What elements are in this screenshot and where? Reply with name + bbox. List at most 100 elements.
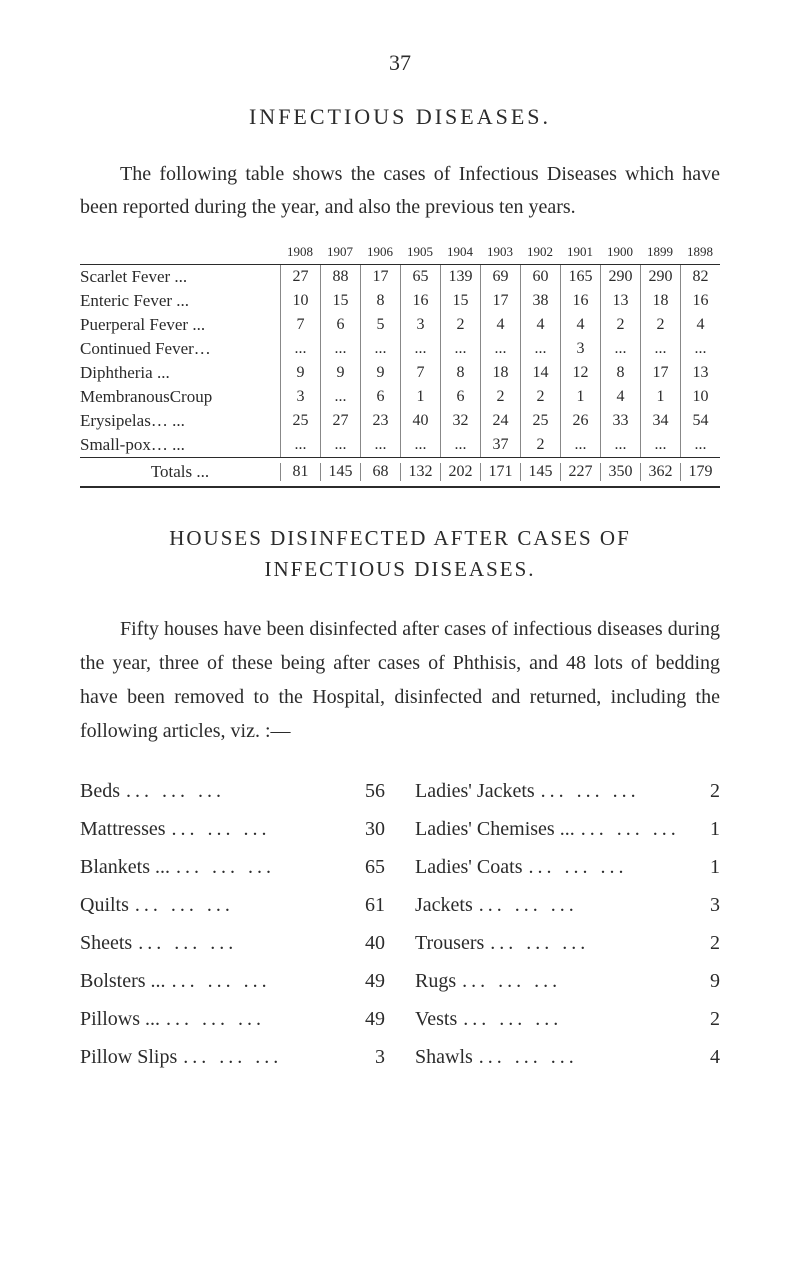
dots-filler: ... ... ... [535,772,682,810]
totals-cell: 145 [320,463,360,481]
article-count: 3 [682,886,720,924]
year-header-cell: 1902 [520,244,560,260]
data-cell: 7 [280,313,320,337]
article-item: Trousers... ... ...2 [415,924,720,962]
year-header-cell: 1907 [320,244,360,260]
data-cell: 27 [280,265,320,289]
data-cell: ... [280,337,320,361]
article-count: 2 [682,924,720,962]
totals-cell: 227 [560,463,600,481]
article-label: Rugs [415,962,456,1000]
totals-cell: 81 [280,463,320,481]
intro-paragraph: The following table shows the cases of I… [80,158,720,224]
data-cell: 16 [680,289,720,313]
article-count: 9 [682,962,720,1000]
data-cell: 25 [520,409,560,433]
data-cell: 23 [360,409,400,433]
data-cell: 17 [360,265,400,289]
article-item: Quilts... ... ...61 [80,886,385,924]
dots-filler: ... ... ... [575,810,682,848]
article-label: Jackets [415,886,473,924]
table-row: Erysipelas… ...2527234032242526333454 [80,409,720,433]
year-header-cell: 1899 [640,244,680,260]
data-cell: ... [440,433,480,457]
data-cell: 10 [680,385,720,409]
table-header-row: 1908190719061905190419031902190119001899… [80,244,720,265]
article-count: 4 [682,1038,720,1076]
data-cell: 9 [360,361,400,385]
totals-cell: 171 [480,463,520,481]
data-cell: 4 [520,313,560,337]
table-row: Enteric Fever ...101581615173816131816 [80,289,720,313]
article-count: 2 [682,772,720,810]
article-label: Shawls [415,1038,473,1076]
data-cell: ... [400,433,440,457]
dots-filler: ... ... ... [457,1000,682,1038]
totals-label: Totals ... [80,462,280,482]
article-label: Ladies' Coats [415,848,522,886]
data-cell: 1 [400,385,440,409]
data-cell: 290 [600,265,640,289]
data-cell: 165 [560,265,600,289]
data-cell: ... [600,337,640,361]
data-cell: 65 [400,265,440,289]
data-cell: 6 [320,313,360,337]
totals-cell: 132 [400,463,440,481]
row-label: Continued Fever… [80,339,280,359]
data-cell: 2 [600,313,640,337]
data-cell: 2 [640,313,680,337]
data-cell: ... [680,433,720,457]
diseases-table: 1908190719061905190419031902190119001899… [80,244,720,488]
article-label: Beds [80,772,120,810]
data-cell: ... [320,385,360,409]
data-cell: 34 [640,409,680,433]
data-cell: 3 [400,313,440,337]
subsection-title-line1: HOUSES DISINFECTED AFTER CASES OF [80,526,720,551]
data-cell: 9 [280,361,320,385]
data-cell: ... [440,337,480,361]
subsection-title-line2: INFECTIOUS DISEASES. [80,557,720,582]
dots-filler: ... ... ... [177,1038,347,1076]
dots-filler: ... ... ... [522,848,682,886]
data-cell: 2 [440,313,480,337]
article-label: Pillow Slips [80,1038,177,1076]
data-cell: 26 [560,409,600,433]
table-body: Scarlet Fever ...27881765139696016529029… [80,265,720,458]
dots-filler: ... ... ... [473,886,682,924]
section-title: INFECTIOUS DISEASES. [80,104,720,130]
article-count: 49 [347,1000,385,1038]
article-label: Pillows ... [80,1000,160,1038]
table-row: MembranousCroup3...6162214110 [80,385,720,409]
year-header-cell: 1901 [560,244,600,260]
data-cell: 4 [680,313,720,337]
dots-filler: ... ... ... [166,962,347,1000]
totals-cell: 350 [600,463,640,481]
page-number: 37 [80,50,720,76]
table-row: Puerperal Fever ...76532444224 [80,313,720,337]
data-cell: 16 [560,289,600,313]
article-item: Pillows ...... ... ...49 [80,1000,385,1038]
data-cell: 4 [480,313,520,337]
row-label: Scarlet Fever ... [80,267,280,287]
table-row: Scarlet Fever ...27881765139696016529029… [80,265,720,289]
data-cell: 6 [360,385,400,409]
body-paragraph: Fifty houses have been disinfected after… [80,612,720,748]
data-cell: 12 [560,361,600,385]
article-label: Vests [415,1000,457,1038]
article-count: 3 [347,1038,385,1076]
article-count: 30 [347,810,385,848]
article-item: Jackets... ... ...3 [415,886,720,924]
year-header-cell: 1906 [360,244,400,260]
article-item: Mattresses... ... ...30 [80,810,385,848]
article-item: Blankets ...... ... ...65 [80,848,385,886]
article-item: Ladies' Jackets... ... ...2 [415,772,720,810]
dots-filler: ... ... ... [166,810,347,848]
dots-filler: ... ... ... [473,1038,682,1076]
table-row: Small-pox… ..................372........… [80,433,720,457]
row-label: Enteric Fever ... [80,291,280,311]
dots-filler: ... ... ... [456,962,682,1000]
data-cell: 7 [400,361,440,385]
data-cell: ... [360,337,400,361]
articles-list: Beds... ... ...56Mattresses... ... ...30… [80,772,720,1076]
article-label: Trousers [415,924,484,962]
